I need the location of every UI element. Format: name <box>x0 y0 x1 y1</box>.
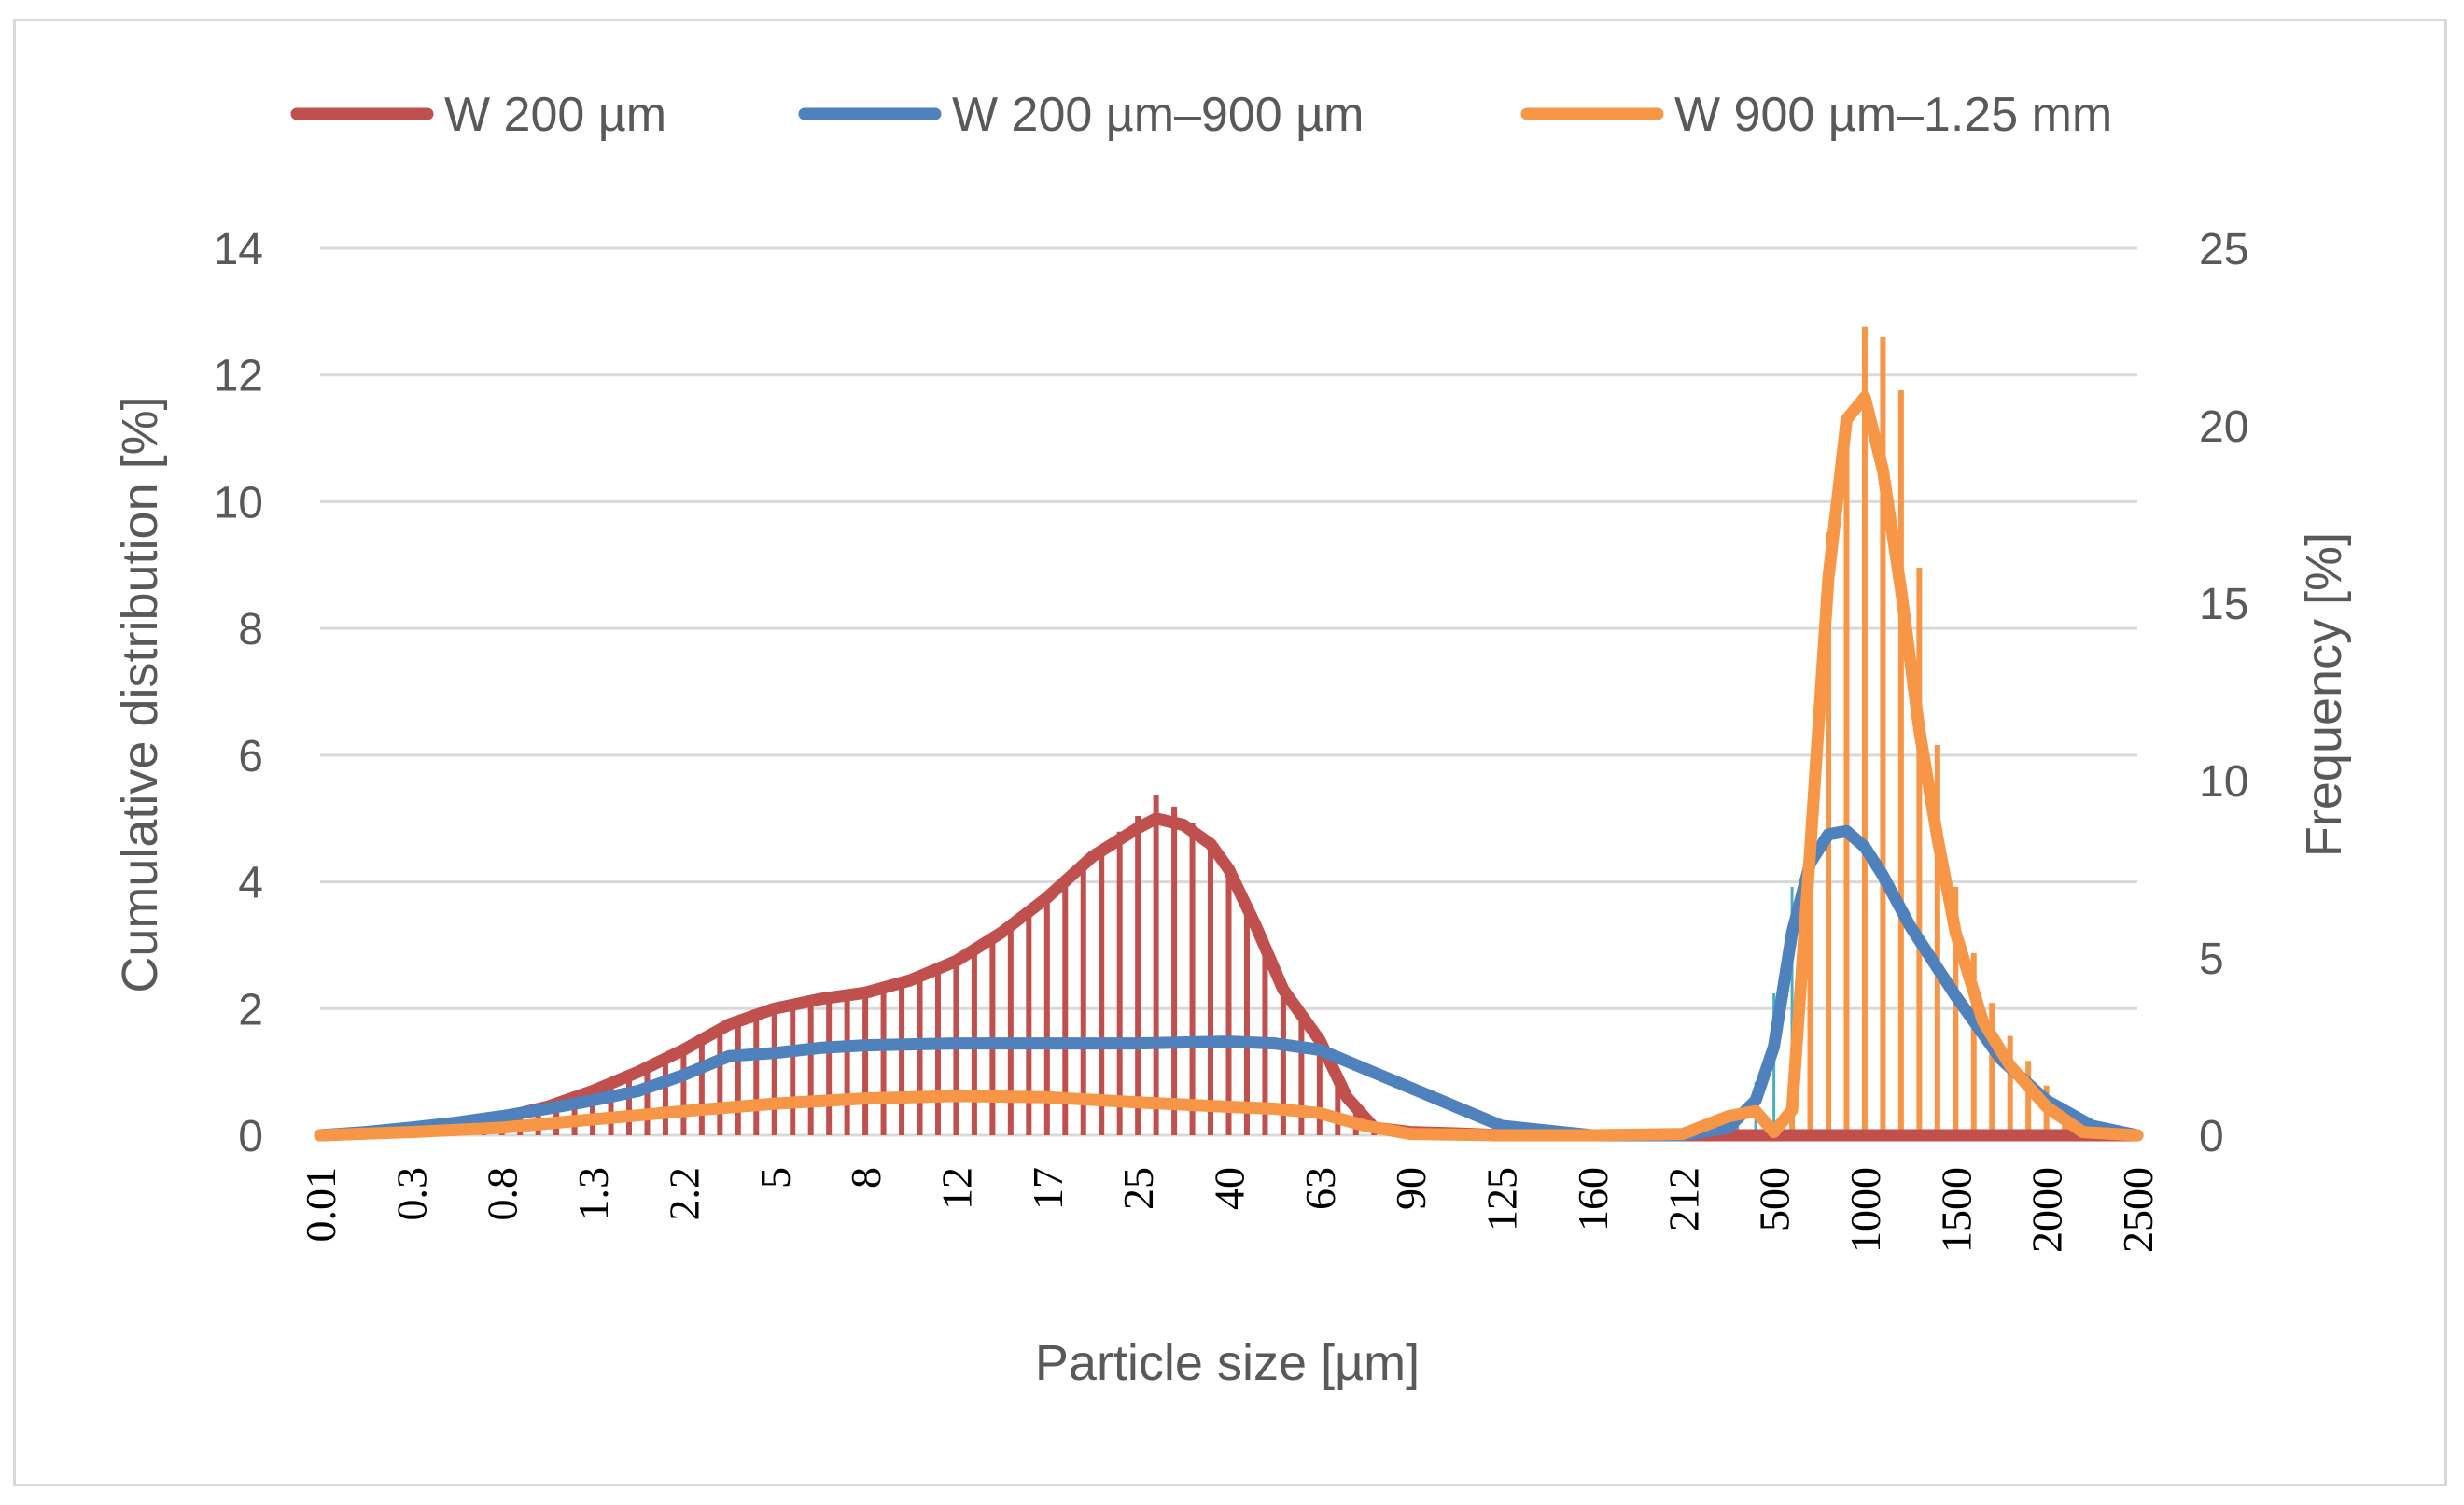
x-tick-label: 40 <box>1206 1167 1253 1210</box>
x-tick-label: 212 <box>1659 1167 1707 1231</box>
x-tick-label: 125 <box>1478 1167 1526 1231</box>
x-tick-label: 8 <box>842 1167 889 1189</box>
x-tick-label: 63 <box>1296 1167 1344 1210</box>
x-tick-label: 1.3 <box>569 1167 617 1221</box>
y-axis-right-title: Frequency [%] <box>2296 532 2352 857</box>
y-axis-left-ticks: 0 2 4 6 8 10 12 14 <box>214 225 263 1161</box>
frequency-bars <box>371 326 2122 1135</box>
y-left-tick-label: 6 <box>238 732 263 781</box>
x-tick-label: 0.8 <box>479 1167 526 1221</box>
legend: W 200 µm W 200 µm–900 µm W 900 µm–1.25 mm <box>290 88 2112 142</box>
y-left-tick-label: 2 <box>238 985 263 1034</box>
x-tick-label: 2.2 <box>660 1167 707 1221</box>
x-tick-label: 2000 <box>2023 1167 2071 1253</box>
x-tick-label: 17 <box>1024 1167 1071 1210</box>
y-axis-left-title: Cumulative distribution [%] <box>112 396 168 992</box>
x-tick-label: 0.01 <box>297 1167 344 1243</box>
y-left-tick-label: 12 <box>214 352 263 401</box>
y-right-tick-label: 25 <box>2199 225 2248 274</box>
y-right-tick-label: 15 <box>2199 580 2248 629</box>
x-tick-label: 0.3 <box>387 1167 435 1221</box>
y-left-tick-label: 8 <box>238 605 263 654</box>
y-left-tick-label: 4 <box>238 859 263 908</box>
y-axis-right-ticks: 0 5 10 15 20 25 <box>2199 225 2248 1161</box>
x-tick-label: 160 <box>1569 1167 1617 1231</box>
x-tick-label: 2500 <box>2114 1167 2162 1253</box>
x-tick-label: 90 <box>1387 1167 1435 1210</box>
legend-label: W 200 µm–900 µm <box>952 88 1364 142</box>
x-tick-label: 25 <box>1114 1167 1162 1210</box>
legend-label: W 200 µm <box>444 88 666 142</box>
y-right-tick-label: 5 <box>2199 935 2224 984</box>
x-axis-title: Particle size [µm] <box>1035 1335 1420 1391</box>
y-left-tick-label: 0 <box>238 1112 263 1161</box>
y-right-tick-label: 0 <box>2199 1112 2224 1161</box>
y-right-tick-label: 20 <box>2199 402 2248 452</box>
x-tick-label: 5 <box>751 1167 799 1189</box>
x-tick-label: 1500 <box>1932 1167 1980 1253</box>
chart-frame <box>13 19 2447 1486</box>
series-line <box>314 391 2144 1142</box>
legend-label: W 900 µm–1.25 mm <box>1674 88 2112 142</box>
cumulative-lines <box>314 391 2144 1142</box>
y-right-tick-label: 10 <box>2199 757 2248 807</box>
y-left-tick-label: 10 <box>214 478 263 527</box>
x-axis-ticks: 0.01 0.3 0.8 1.3 2.2 5 8 12 17 25 40 63 90 125 160 212 5… <box>297 1167 2162 1253</box>
x-tick-label: 12 <box>932 1167 980 1210</box>
y-left-tick-label: 14 <box>214 225 263 274</box>
x-tick-label: 1000 <box>1841 1167 1889 1253</box>
series-line <box>314 824 2144 1142</box>
x-tick-label: 500 <box>1751 1167 1799 1231</box>
